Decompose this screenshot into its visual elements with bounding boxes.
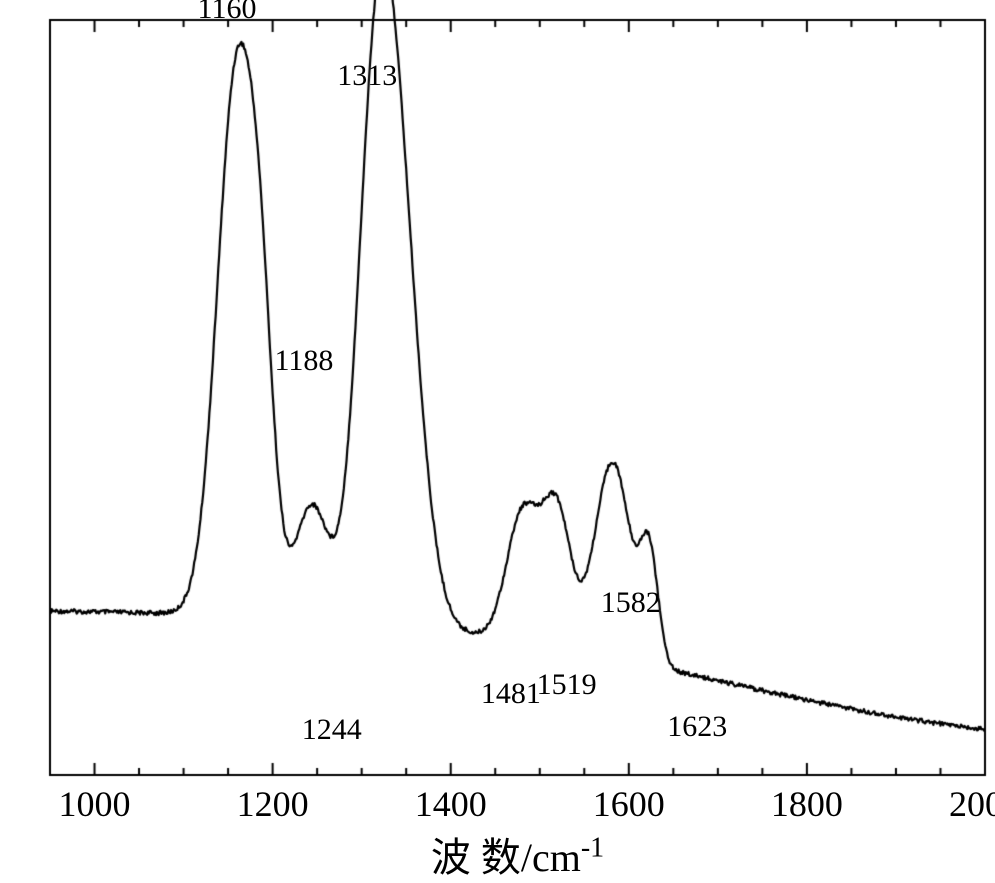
peak-label: 1244	[302, 713, 362, 747]
peak-label: 1188	[274, 344, 333, 378]
x-axis-label: 波 数/cm-1	[431, 825, 604, 883]
x-tick-label: 2000	[949, 783, 995, 825]
peak-label: 1313	[337, 59, 397, 93]
peak-label: 1582	[601, 586, 661, 620]
peak-label: 1160	[198, 0, 257, 26]
x-tick-label: 1800	[771, 783, 843, 825]
spectrum-canvas	[0, 0, 995, 872]
x-axis-label-text: 波 数/cm	[431, 835, 581, 880]
x-tick-label: 1600	[593, 783, 665, 825]
spectrum-chart: 波 数/cm-1 1000120014001600180020001160118…	[0, 0, 995, 872]
peak-label: 1519	[537, 668, 597, 702]
x-tick-label: 1400	[415, 783, 487, 825]
x-axis-label-sup: -1	[581, 833, 604, 864]
x-tick-label: 1000	[59, 783, 131, 825]
x-tick-label: 1200	[237, 783, 309, 825]
peak-label: 1623	[667, 710, 727, 744]
peak-label: 1481	[481, 677, 541, 711]
peak-label: 1336	[394, 0, 454, 7]
